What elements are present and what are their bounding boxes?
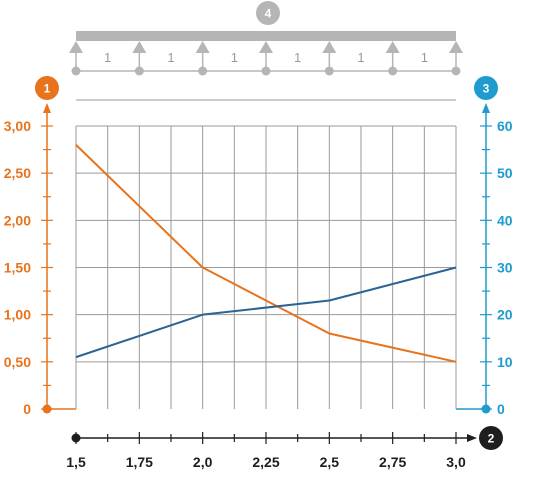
left-axis-tick-label: 2,50 [4, 165, 31, 181]
beam-bar [76, 31, 456, 41]
support-triangle [259, 41, 273, 53]
bottom-axis-tick-label: 2,0 [193, 454, 213, 470]
beam-span-label: 1 [104, 50, 111, 65]
right-axis-tick-label: 60 [497, 118, 513, 134]
left-axis-badge-label: 1 [44, 82, 51, 96]
support-triangle [449, 41, 463, 53]
support-node [71, 66, 81, 76]
support-triangle [385, 41, 400, 53]
support-triangle [195, 41, 210, 53]
bottom-axis-tick-label: 1,75 [126, 454, 153, 470]
right-axis-tick-label: 30 [497, 260, 513, 276]
beam-span-label: 1 [421, 50, 428, 65]
support-node [388, 66, 398, 76]
bottom-axis-arrowhead [467, 434, 477, 442]
bottom-axis-tick-label: 2,25 [252, 454, 279, 470]
support-triangle [132, 41, 147, 53]
support-node [451, 66, 461, 76]
left-axis-tick-label: 0 [23, 401, 31, 417]
series-group [75, 144, 457, 363]
left-axis-tick-label: 1,50 [4, 260, 31, 276]
series-line-right-axis [75, 266, 457, 359]
left-axis-arrowhead [43, 103, 51, 113]
bottom-axis-tick-label: 1,5 [66, 454, 86, 470]
beam-span-label: 1 [357, 50, 364, 65]
bottom-axis-tick-label: 2,5 [320, 454, 340, 470]
support-triangle [322, 41, 337, 53]
support-node [261, 66, 271, 76]
series-line-left-axis [75, 144, 457, 363]
right-axis-tick-label: 10 [497, 354, 513, 370]
left-axis-badge [35, 76, 59, 100]
left-axis-tick-label: 2,00 [4, 212, 31, 228]
bottom-axis-badge-label: 2 [488, 432, 495, 446]
beam-span-label: 1 [167, 50, 174, 65]
beam-diagram: 1 1 1 1 1 1 4 [69, 1, 463, 76]
right-axis-tick-label: 40 [497, 212, 513, 228]
right-axis-arrowhead [482, 103, 490, 113]
left-axis-tick-label: 0,50 [4, 354, 31, 370]
left-axis-tick-label: 3,00 [4, 118, 31, 134]
support-node [324, 66, 334, 76]
bottom-axis-tick-label: 2,75 [379, 454, 406, 470]
bottom-axis-badge [479, 426, 503, 450]
right-axis-badge [474, 76, 498, 100]
beam-span-label: 1 [294, 50, 301, 65]
top-badge [256, 1, 280, 25]
support-node [134, 66, 144, 76]
left-axis-tick-label: 1,00 [4, 307, 31, 323]
right-axis-badge-label: 3 [483, 82, 490, 96]
bottom-axis-tick-label: 3,0 [446, 454, 466, 470]
beam-span-label: 1 [231, 50, 238, 65]
top-badge-label: 4 [265, 7, 272, 21]
right-axis-tick-label: 0 [497, 401, 505, 417]
right-axis-tick-label: 50 [497, 165, 513, 181]
grid [75, 125, 457, 409]
axes [41, 103, 492, 444]
support-node [198, 66, 208, 76]
support-triangle [69, 41, 83, 53]
tick-labels: 0 0,50 1,00 1,50 2,00 2,50 3,00 0 10 20 30 40 50 60 1,… [4, 118, 513, 470]
right-axis-tick-label: 20 [497, 307, 513, 323]
